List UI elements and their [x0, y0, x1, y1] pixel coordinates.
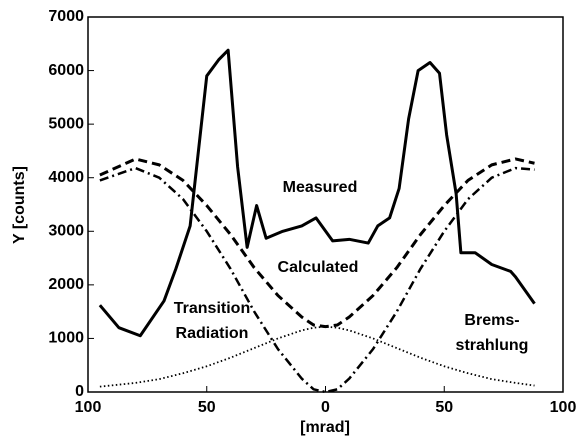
- series-label: Measured: [283, 179, 358, 196]
- y-tick-label: 3000: [48, 223, 84, 240]
- series-line: [99, 325, 535, 388]
- series-line: [99, 166, 535, 394]
- series-line: [99, 157, 535, 329]
- series-label: Radiation: [176, 325, 249, 342]
- y-tick-label: 1000: [48, 330, 84, 347]
- y-tick-label: 4000: [48, 169, 84, 186]
- x-tick-label: 100: [75, 399, 102, 416]
- x-axis-label: [mrad]: [300, 419, 350, 436]
- x-tick-label: 50: [198, 399, 216, 416]
- y-tick-label: 6000: [48, 62, 84, 79]
- series-label: Brems-: [464, 312, 519, 329]
- y-tick-label: 0: [75, 383, 84, 400]
- series-label: Transition: [174, 300, 250, 317]
- plot-frame: [87, 16, 564, 393]
- x-tick-label: 100: [550, 399, 577, 416]
- y-axis-label: Y [counts]: [11, 166, 28, 244]
- x-tick-label: 50: [435, 399, 453, 416]
- series-label: Calculated: [278, 259, 359, 276]
- y-tick-label: 7000: [48, 8, 84, 25]
- y-tick-label: 5000: [48, 115, 84, 132]
- series-label: strahlung: [456, 337, 529, 354]
- y-tick-label: 2000: [48, 276, 84, 293]
- x-tick-label: 0: [321, 399, 330, 416]
